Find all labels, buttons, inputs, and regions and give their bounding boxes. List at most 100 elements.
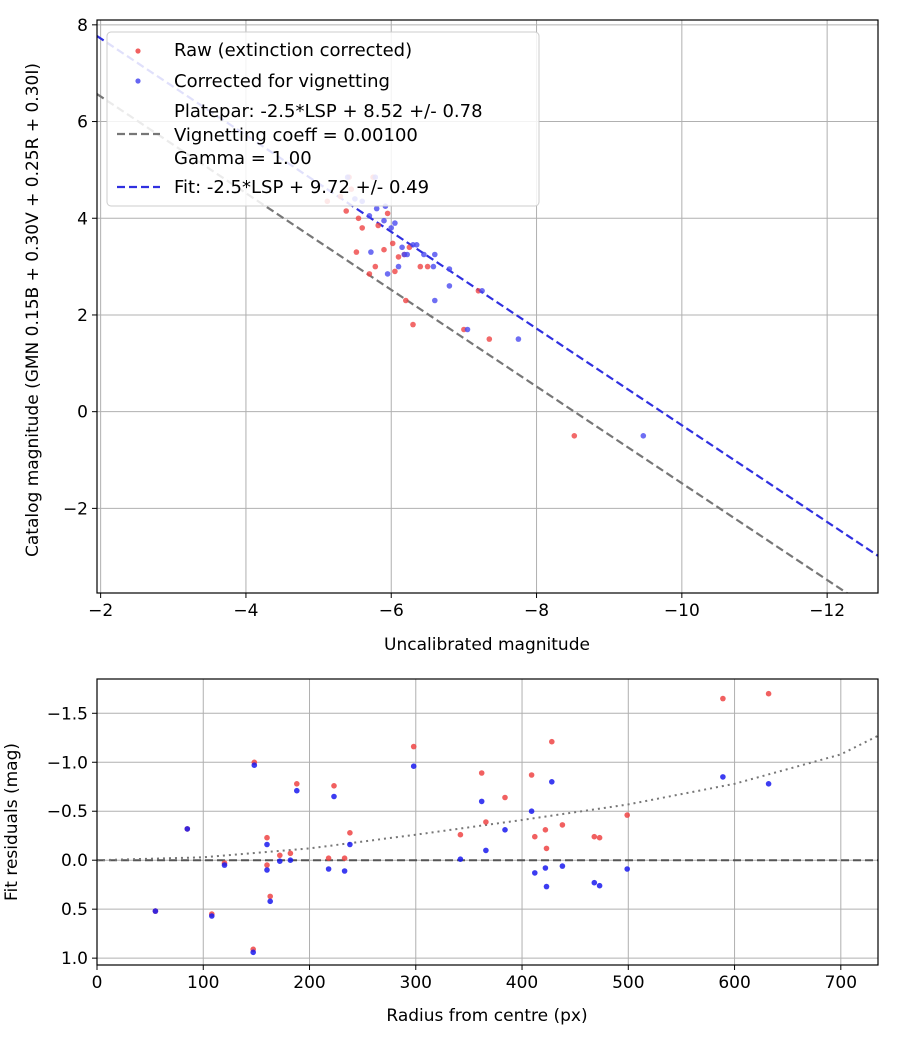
- corrected-point: [294, 787, 300, 794]
- y-tick-label: 4: [77, 209, 88, 229]
- y-tick-label: −1.0: [47, 753, 88, 773]
- corrected-point: [502, 827, 508, 833]
- bottom-reference-lines: [97, 734, 878, 862]
- corrected-point: [373, 205, 380, 212]
- top-x-ticks: −2 −4 −6 −8 −10 −12: [88, 593, 845, 621]
- corrected-point: [331, 793, 337, 800]
- residuals-plot: 0 100 200 300 400 500 600 700 1.0 0.5 0.0 −0.5 −1.0…: [2, 678, 879, 1026]
- corrected-point: [446, 283, 453, 289]
- raw-point: [424, 263, 431, 270]
- corrected-point: [251, 762, 258, 768]
- corrected-point: [368, 249, 374, 255]
- y-tick-label: −1.5: [47, 704, 88, 724]
- y-tick-label: 6: [77, 113, 88, 133]
- corrected-point: [381, 217, 387, 224]
- y-tick-label: 8: [77, 16, 88, 36]
- corrected-point: [432, 251, 438, 258]
- legend-box: [106, 31, 540, 207]
- raw-point: [483, 819, 489, 825]
- x-tick-label: −4: [233, 601, 258, 621]
- y-tick-label: 0: [77, 403, 88, 423]
- bottom-axes-frame: [96, 678, 879, 966]
- bottom-points: [152, 690, 772, 956]
- legend-label-vignetting: Vignetting coeff = 0.00100: [174, 125, 418, 146]
- raw-point: [372, 263, 379, 270]
- raw-point: [264, 862, 270, 868]
- corrected-point: [152, 908, 159, 914]
- corrected-point: [399, 244, 405, 251]
- top-y-ticks: −2 0 2 4 6 8: [63, 16, 97, 519]
- corrected-point: [432, 297, 438, 304]
- raw-point: [347, 830, 353, 836]
- raw-point: [267, 893, 274, 900]
- corrected-point: [325, 866, 332, 872]
- raw-point: [341, 855, 348, 861]
- x-tick-label: 300: [400, 973, 432, 993]
- raw-point: [486, 336, 493, 342]
- raw-point: [457, 831, 464, 838]
- raw-point: [392, 268, 398, 275]
- y-tick-label: 1.0: [61, 949, 88, 969]
- raw-point: [571, 433, 578, 439]
- corrected-point: [221, 862, 228, 868]
- raw-point: [277, 852, 283, 859]
- y-tick-label: −0.5: [47, 802, 88, 822]
- raw-point: [417, 263, 424, 270]
- corrected-point: [549, 779, 555, 785]
- top-axes-frame: [96, 19, 879, 594]
- raw-point: [381, 246, 387, 253]
- x-tick-label: 700: [825, 973, 857, 993]
- corrected-point: [341, 868, 348, 874]
- legend-label-gamma: Gamma = 1.00: [174, 148, 312, 169]
- corrected-point: [209, 913, 215, 919]
- raw-point: [502, 794, 508, 801]
- corrected-point: [395, 263, 402, 270]
- legend-label-platepar: Platepar: -2.5*LSP + 8.52 +/- 0.78: [174, 101, 483, 122]
- x-tick-label: −2: [88, 601, 113, 621]
- corrected-point: [264, 867, 270, 873]
- calibration-plot: −2 −4 −6 −8 −10 −12 −2 0 2 4 6 8 Uncalibrated magn…: [23, 16, 879, 655]
- corrected-point: [410, 242, 416, 248]
- x-tick-label: −8: [524, 601, 549, 621]
- corrected-point: [287, 857, 294, 863]
- corrected-point: [457, 856, 464, 862]
- corrected-point: [542, 865, 549, 871]
- raw-point: [542, 827, 549, 833]
- raw-point: [375, 222, 382, 229]
- raw-point: [478, 770, 485, 776]
- legend: Raw (extinction corrected) Corrected for…: [106, 31, 540, 207]
- raw-point: [355, 215, 362, 222]
- raw-point: [294, 781, 300, 787]
- corrected-point: [401, 251, 408, 258]
- corrected-point: [478, 798, 485, 805]
- raw-point: [765, 690, 772, 697]
- x-tick-label: 0: [92, 973, 103, 993]
- corrected-point: [384, 271, 391, 277]
- x-tick-label: 400: [506, 973, 538, 993]
- raw-point: [403, 297, 409, 304]
- x-tick-label: 600: [718, 973, 750, 993]
- legend-label-fit: Fit: -2.5*LSP + 9.72 +/- 0.49: [174, 177, 429, 198]
- raw-point: [331, 783, 337, 789]
- corrected-point: [532, 870, 538, 876]
- corrected-point: [528, 808, 535, 814]
- corrected-point: [347, 841, 353, 848]
- raw-point: [596, 834, 603, 841]
- corrected-point: [640, 433, 647, 439]
- raw-point: [528, 772, 535, 778]
- corrected-point: [392, 220, 398, 226]
- corrected-point: [559, 863, 566, 869]
- top-x-axis-label: Uncalibrated magnitude: [384, 635, 590, 655]
- raw-point: [549, 738, 555, 745]
- corrected-point: [479, 288, 485, 294]
- corrected-point: [250, 949, 256, 956]
- bottom-y-ticks: 1.0 0.5 0.0 −0.5 −1.0 −1.5: [47, 704, 97, 969]
- top-points: [324, 174, 647, 439]
- corrected-point: [366, 213, 373, 219]
- x-tick-label: 500: [612, 973, 644, 993]
- x-tick-label: −12: [809, 601, 845, 621]
- raw-point: [720, 695, 726, 702]
- corrected-point: [591, 879, 598, 886]
- raw-point: [591, 833, 598, 840]
